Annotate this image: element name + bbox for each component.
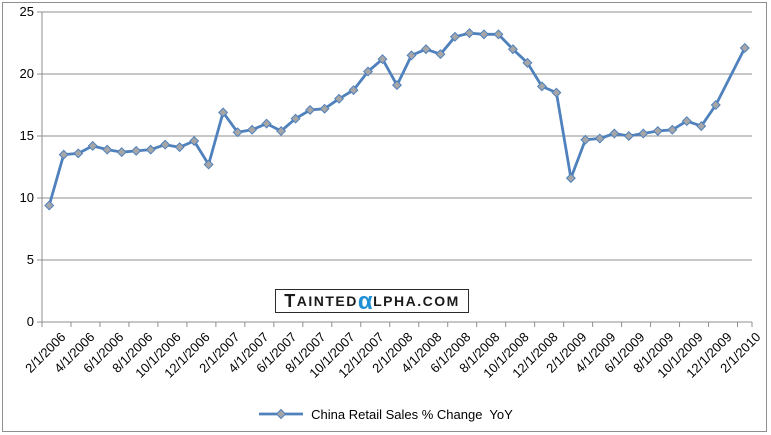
- y-axis-label: 10: [19, 190, 34, 205]
- data-point-marker: [189, 135, 200, 146]
- data-point-marker: [145, 144, 156, 155]
- legend-line-marker-icon: [259, 408, 304, 420]
- data-point-marker: [652, 126, 663, 137]
- data-point-marker: [247, 124, 258, 135]
- data-point-marker: [377, 54, 388, 65]
- data-point-marker: [276, 126, 287, 137]
- data-point-marker: [348, 85, 359, 96]
- data-point-marker: [464, 28, 475, 39]
- data-point-marker: [131, 145, 142, 156]
- data-point-marker: [536, 81, 547, 92]
- data-point-marker: [160, 139, 171, 150]
- data-point-marker: [667, 124, 678, 135]
- data-point-marker: [580, 134, 591, 145]
- data-point-marker: [58, 149, 69, 160]
- data-point-marker: [478, 29, 489, 40]
- data-point-marker: [609, 128, 620, 139]
- data-point-marker: [435, 49, 446, 60]
- watermark: T AINTED α LPHA.COM: [275, 288, 469, 315]
- data-point-marker: [522, 57, 533, 68]
- data-point-marker: [232, 127, 243, 138]
- data-point-marker: [290, 113, 301, 124]
- data-point-marker: [449, 31, 460, 42]
- data-point-marker: [87, 140, 98, 151]
- legend-diamond-marker: [275, 408, 287, 420]
- data-point-marker: [218, 107, 229, 118]
- data-point-marker: [638, 128, 649, 139]
- watermark-alpha-glyph: α: [357, 288, 374, 315]
- data-point-marker: [334, 93, 345, 104]
- legend-label: China Retail Sales % Change YoY: [311, 406, 513, 422]
- watermark-text: AINTED: [296, 293, 358, 309]
- data-point-marker: [319, 103, 330, 114]
- data-point-marker: [710, 99, 721, 111]
- y-axis-label: 15: [19, 128, 34, 143]
- watermark-text-initial: T: [284, 291, 297, 311]
- data-point-marker: [420, 44, 431, 55]
- data-point-marker: [391, 80, 403, 91]
- data-point-marker: [363, 66, 374, 77]
- data-point-marker: [305, 104, 316, 115]
- y-axis-label: 25: [19, 4, 34, 19]
- watermark-text-suffix: LPHA.COM: [373, 293, 460, 309]
- data-point-marker: [493, 29, 504, 40]
- data-point-marker: [696, 121, 707, 132]
- data-point-marker: [174, 142, 185, 153]
- data-point-marker: [739, 42, 750, 53]
- data-point-marker: [507, 44, 518, 55]
- data-point-marker: [102, 144, 113, 155]
- legend: China Retail Sales % Change YoY: [0, 402, 771, 426]
- data-point-marker: [594, 133, 605, 144]
- y-axis-label: 5: [26, 252, 34, 267]
- data-point-marker: [681, 116, 692, 127]
- data-point-marker: [565, 173, 576, 184]
- data-point-marker: [623, 130, 634, 142]
- data-point-marker: [116, 147, 127, 158]
- data-point-marker: [44, 200, 55, 211]
- series-line: [47, 31, 747, 207]
- y-axis-label: 20: [19, 66, 34, 81]
- data-point-marker: [73, 148, 84, 159]
- data-point-marker: [406, 50, 417, 61]
- data-point-marker: [551, 87, 562, 98]
- y-axis-label: 0: [26, 314, 34, 329]
- data-point-marker: [203, 159, 214, 170]
- data-point-marker: [261, 118, 272, 129]
